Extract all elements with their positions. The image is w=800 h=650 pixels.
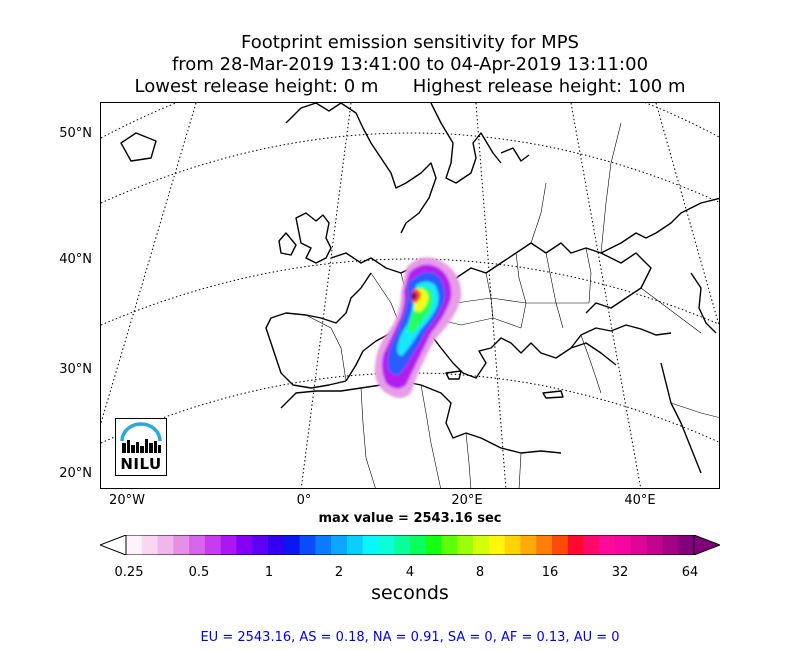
colorbar-cell [394, 535, 411, 555]
lat-label-30n: 30°N [59, 362, 92, 377]
colorbar-tick: 64 [681, 565, 699, 580]
lon-label-20w: 20°W [109, 493, 145, 508]
colorbar-cell [552, 535, 569, 555]
colorbar-cell [630, 535, 648, 555]
colorbar-cell [646, 535, 663, 555]
colorbar-cell [126, 535, 143, 555]
colorbar-cell [520, 535, 537, 555]
lon-label-20e: 20°E [451, 493, 483, 508]
colorbar-cell [362, 535, 379, 555]
lon-label-40e: 40°E [624, 493, 656, 508]
colorbar-cell [346, 535, 364, 555]
colorbar-cell [141, 535, 159, 555]
colorbar-cell [536, 535, 553, 555]
colorbar-cell [283, 535, 301, 555]
plot-title-line-3: Lowest release height: 0 m Highest relea… [134, 76, 686, 97]
colorbar-cell [204, 535, 222, 555]
lat-label-50n: 50°N [59, 126, 92, 141]
plot-title-line-2: from 28-Mar-2019 13:41:00 to 04-Apr-2019… [171, 54, 649, 75]
colorbar-low-extend [100, 535, 127, 555]
colorbar-tick: 0.25 [114, 565, 144, 580]
colorbar-cell [378, 535, 395, 555]
colorbar-tick: 1 [264, 565, 274, 580]
colorbar-cell [157, 535, 174, 555]
colorbar-cell [173, 535, 190, 555]
colorbar-cell [473, 535, 490, 555]
colorbar-cell [331, 535, 348, 555]
colorbar-tick: 2 [334, 565, 344, 580]
colorbar-cell [488, 535, 506, 555]
colorbar-cell [678, 535, 695, 555]
colorbar-cell [236, 535, 253, 555]
map-canvas [101, 103, 719, 488]
colorbar-label: seconds [371, 582, 449, 604]
colorbar-cell [410, 535, 427, 555]
plot-title-line-1: Footprint emission sensitivity for MPS [241, 32, 579, 53]
colorbar-tick: 0.5 [188, 565, 210, 580]
colorbar-cell [599, 535, 616, 555]
colorbar-cell [504, 535, 521, 555]
lat-label-40n: 40°N [59, 252, 92, 267]
region-stats: EU = 2543.16, AS = 0.18, NA = 0.91, SA =… [200, 630, 620, 645]
colorbar-tick: 32 [611, 565, 629, 580]
colorbar-cell [583, 535, 600, 555]
lat-label-20n: 20°N [59, 466, 92, 481]
colorbar-cell [299, 535, 316, 555]
colorbar-cell [457, 535, 474, 555]
colorbar-high-extend [693, 535, 720, 555]
lon-label-0: 0° [296, 493, 312, 508]
colorbar-cell [441, 535, 458, 555]
colorbar-cell [220, 535, 237, 555]
max-value-label: max value = 2543.16 sec [318, 511, 502, 526]
colorbar-cell [268, 535, 285, 555]
colorbar-cell [189, 535, 206, 555]
nilu-logo-text: NILU [120, 455, 162, 473]
map-panel [100, 102, 720, 489]
nilu-logo: NILU [115, 418, 167, 476]
colorbar-cell [567, 535, 585, 555]
colorbar-tick: 16 [541, 565, 559, 580]
colorbar-cell [425, 535, 443, 555]
colorbar-cell [315, 535, 332, 555]
colorbar [100, 535, 720, 555]
colorbar-cell [662, 535, 679, 555]
nilu-logo-icon [120, 422, 162, 453]
colorbar-tick: 4 [405, 565, 415, 580]
colorbar-cell [615, 535, 632, 555]
colorbar-cell [252, 535, 269, 555]
footprint-plume [374, 257, 462, 398]
colorbar-tick: 8 [475, 565, 485, 580]
